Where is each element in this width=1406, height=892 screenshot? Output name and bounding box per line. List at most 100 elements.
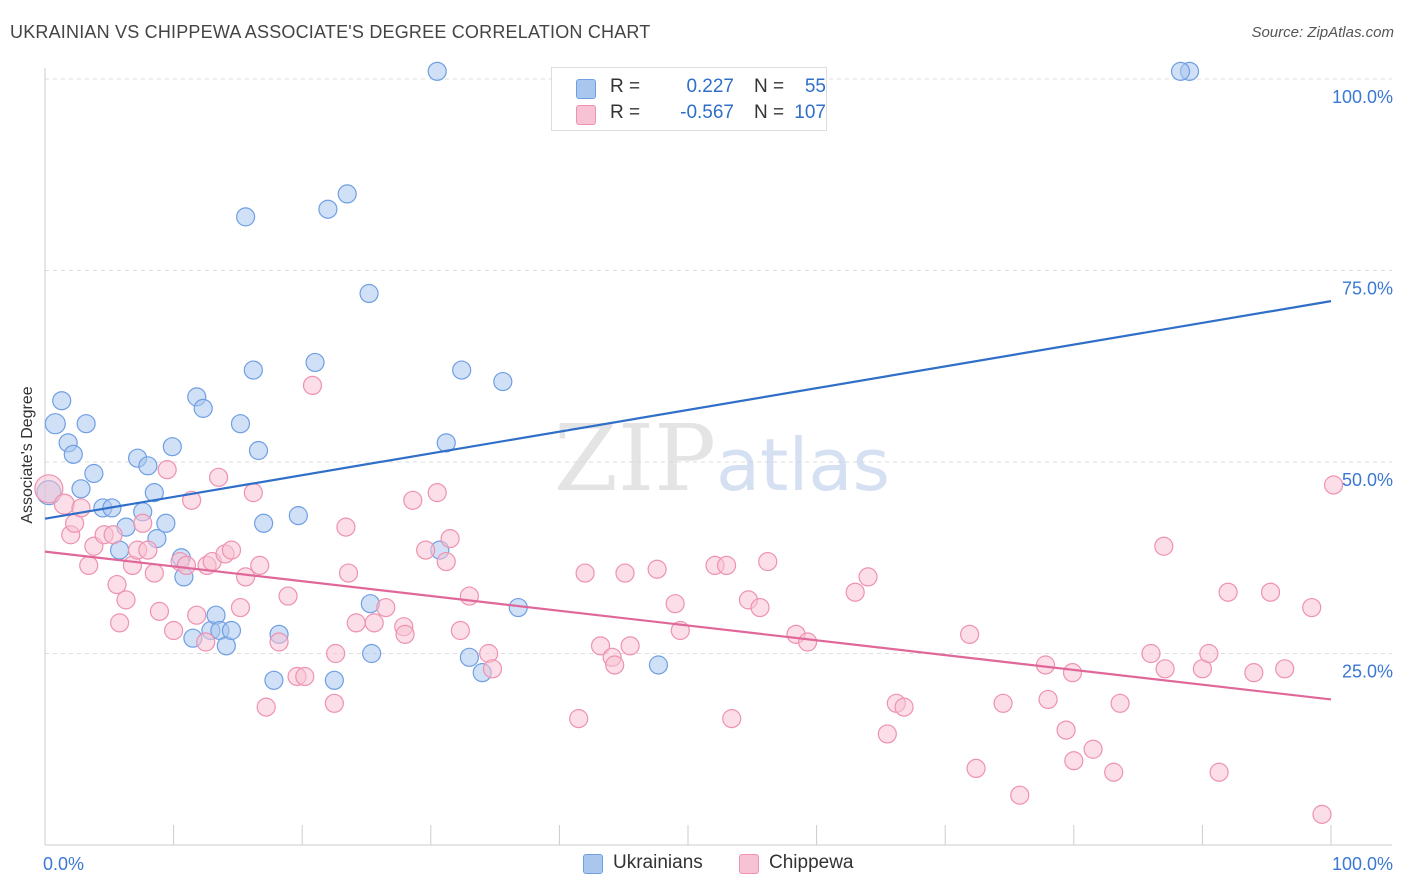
data-point	[346, 613, 366, 633]
data-point	[236, 207, 256, 227]
legend-n-value-chippewa: 107	[794, 102, 826, 123]
legend-r-value-ukrainians: 0.227	[686, 76, 734, 97]
data-point	[364, 613, 384, 633]
data-point	[452, 360, 472, 380]
data-points	[34, 61, 1344, 824]
data-point	[324, 693, 344, 713]
trend-line-ukrainians	[44, 300, 1332, 520]
data-point	[230, 414, 251, 434]
data-point	[149, 601, 170, 621]
data-point	[71, 479, 91, 499]
data-point	[326, 643, 346, 664]
data-point	[138, 540, 158, 560]
data-point	[569, 709, 589, 729]
data-point	[845, 582, 865, 602]
data-point	[250, 555, 270, 576]
data-point	[103, 525, 123, 545]
data-point	[1056, 720, 1076, 740]
data-point	[295, 666, 315, 687]
data-point	[1062, 663, 1083, 683]
data-point	[63, 444, 83, 464]
series-swatch-chippewa	[739, 854, 759, 874]
data-point	[337, 184, 357, 204]
data-point	[1141, 643, 1161, 664]
data-point	[336, 517, 356, 537]
data-point	[376, 597, 396, 618]
data-point	[960, 624, 980, 644]
data-point	[590, 636, 611, 656]
watermark-atlas: atlas	[716, 423, 890, 507]
data-point	[1154, 536, 1174, 556]
trend-line-chippewa	[44, 550, 1332, 701]
data-point	[254, 513, 274, 533]
y-tick-label: 25.0%	[1342, 662, 1393, 682]
chart-source: Source: ZipAtlas.com	[1251, 24, 1394, 41]
data-point	[1010, 785, 1030, 805]
x-tick-label-max: 100.0%	[1332, 854, 1393, 874]
data-point	[966, 758, 986, 779]
data-point	[193, 398, 213, 418]
data-point	[318, 199, 338, 219]
data-point	[144, 483, 164, 503]
data-point	[156, 513, 176, 533]
data-point	[459, 586, 479, 606]
data-point	[187, 605, 207, 625]
data-point	[256, 697, 276, 717]
series-points-ukrainians	[36, 61, 1200, 690]
legend-n-label: N =	[754, 102, 785, 123]
data-point	[305, 352, 325, 373]
data-point	[236, 567, 256, 587]
data-point	[302, 375, 323, 395]
data-point	[605, 655, 625, 675]
data-point	[288, 506, 308, 526]
data-point	[395, 624, 415, 644]
chart-title: UKRAINIAN VS CHIPPEWA ASSOCIATE'S DEGREE…	[10, 22, 651, 42]
data-point	[1312, 804, 1332, 824]
data-point	[1218, 582, 1238, 602]
data-point	[1275, 659, 1295, 679]
series-legend: Ukrainians Chippewa	[0, 852, 1406, 878]
legend-r-value-chippewa: -0.567	[680, 102, 734, 123]
data-point	[109, 613, 130, 633]
y-tick-label: 75.0%	[1342, 279, 1393, 299]
correlation-legend: R = 0.227 N = 55 R = -0.567 N = 107	[551, 67, 827, 131]
series-points-chippewa	[34, 375, 1344, 824]
data-point	[1064, 751, 1084, 771]
data-point	[359, 283, 379, 304]
series-swatch-ukrainians	[583, 854, 603, 874]
data-point	[1209, 762, 1229, 782]
data-point	[716, 555, 737, 576]
data-point	[138, 456, 158, 476]
data-point	[221, 540, 242, 560]
tick-labels: 25.0% 50.0% 75.0% 100.0% 0.0% 100.0%	[43, 87, 1393, 874]
legend-swatch-chippewa	[576, 105, 596, 125]
data-point	[176, 555, 197, 576]
data-point	[76, 414, 96, 434]
data-point	[338, 563, 359, 583]
data-point	[243, 360, 263, 380]
trend-lines	[44, 300, 1332, 701]
series-label-ukrainians: Ukrainians	[613, 852, 703, 873]
data-point	[362, 643, 382, 664]
data-point	[648, 655, 669, 675]
data-point	[1199, 643, 1219, 664]
data-point	[1104, 762, 1124, 782]
legend-r-label: R =	[610, 102, 641, 123]
data-point	[1260, 582, 1281, 602]
data-point	[615, 563, 635, 583]
legend-r-label: R =	[610, 76, 641, 97]
data-point	[750, 597, 770, 618]
watermark-zip: ZIP	[554, 405, 716, 512]
data-point	[858, 567, 878, 587]
data-point	[107, 574, 127, 595]
data-point	[182, 490, 202, 510]
data-point	[440, 528, 460, 549]
data-point	[196, 632, 216, 652]
data-point	[1302, 597, 1322, 618]
data-point	[427, 483, 447, 503]
data-point	[427, 61, 447, 81]
x-tick-label-min: 0.0%	[43, 854, 84, 874]
data-point	[116, 590, 136, 610]
data-point	[44, 413, 66, 435]
